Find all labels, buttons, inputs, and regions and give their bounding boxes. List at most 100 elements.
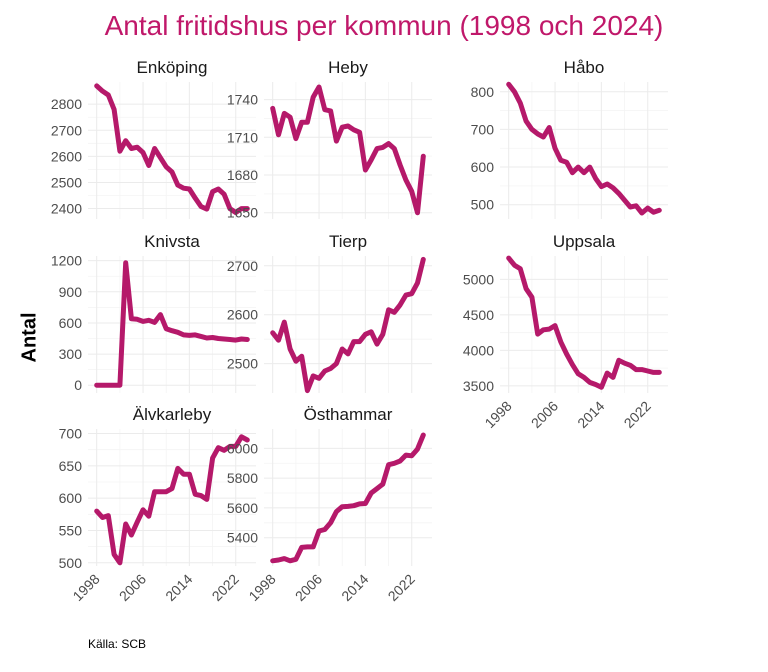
- series-line-uppsala: [506, 255, 662, 390]
- x-tick-label: 1998: [69, 571, 102, 604]
- data-point: [318, 86, 321, 89]
- data-point: [240, 338, 243, 341]
- y-tick-label: 700: [59, 426, 83, 442]
- data-point: [393, 462, 396, 465]
- data-point: [147, 164, 150, 167]
- panel-title: Håbo: [564, 58, 605, 77]
- data-point: [416, 281, 419, 284]
- data-point: [507, 83, 510, 86]
- data-point: [507, 257, 510, 260]
- data-point: [306, 545, 309, 548]
- data-point: [289, 116, 292, 119]
- y-tick-label: 2500: [51, 174, 82, 190]
- data-point: [404, 294, 407, 297]
- data-point: [519, 267, 522, 270]
- y-tick-label: 500: [59, 555, 83, 571]
- data-point: [341, 347, 344, 350]
- data-point: [165, 165, 168, 168]
- data-point: [358, 502, 361, 505]
- data-point: [277, 133, 280, 136]
- data-point: [335, 140, 338, 143]
- data-point: [130, 147, 133, 150]
- y-tick-label: 600: [471, 159, 495, 175]
- data-point: [271, 559, 274, 562]
- x-tick-label: 2014: [162, 571, 195, 604]
- data-point: [554, 324, 557, 327]
- data-point: [323, 108, 326, 111]
- data-point: [577, 166, 580, 169]
- data-point: [606, 372, 609, 375]
- data-point: [341, 126, 344, 129]
- data-point: [370, 158, 373, 161]
- data-point: [118, 150, 121, 153]
- data-point: [240, 435, 243, 438]
- data-point: [652, 371, 655, 374]
- y-tick-label: 2700: [51, 122, 82, 138]
- data-point: [205, 336, 208, 339]
- data-point: [294, 558, 297, 561]
- y-tick-label: 600: [59, 490, 83, 506]
- data-point: [588, 166, 591, 169]
- panel-tierp: 2500 2600 2700 Tierp: [227, 232, 432, 394]
- data-point: [399, 303, 402, 306]
- data-point: [571, 363, 574, 366]
- data-point: [329, 521, 332, 524]
- data-point: [318, 377, 321, 380]
- data-point: [594, 177, 597, 180]
- y-tick-label: 1680: [227, 167, 258, 183]
- y-tick-label: 650: [59, 458, 83, 474]
- data-point: [211, 336, 214, 339]
- y-tick-label: 2700: [227, 258, 258, 274]
- data-point: [101, 384, 104, 387]
- panel-title: Knivsta: [144, 232, 200, 251]
- data-point: [107, 384, 110, 387]
- y-tick-label: 1650: [227, 205, 258, 221]
- data-point: [283, 321, 286, 324]
- y-tick-label: 1710: [227, 129, 258, 145]
- y-tick-label: 800: [471, 84, 495, 100]
- data-point: [211, 457, 214, 460]
- panel-knivsta: 0 300 600 900 1200 Knivsta: [51, 232, 256, 393]
- data-point: [583, 376, 586, 379]
- data-point: [370, 492, 373, 495]
- data-point: [565, 161, 568, 164]
- data-point: [422, 258, 425, 261]
- series-line-enkoping: [94, 83, 250, 215]
- data-point: [277, 339, 280, 342]
- data-point: [147, 515, 150, 518]
- data-point: [107, 94, 110, 97]
- data-point: [617, 192, 620, 195]
- y-tick-label: 1740: [227, 92, 258, 108]
- panel-osthammar: 5400 5600 5800 6000 Östhammar 1998 2006 2014 202…: [227, 405, 432, 604]
- data-point: [188, 187, 191, 190]
- data-point: [600, 386, 603, 389]
- data-point: [364, 333, 367, 336]
- data-point: [588, 381, 591, 384]
- data-point: [194, 333, 197, 336]
- data-point: [289, 347, 292, 350]
- data-point: [199, 205, 202, 208]
- data-point: [387, 308, 390, 311]
- x-tick-label: 2006: [528, 398, 561, 431]
- data-point: [142, 508, 145, 511]
- data-point: [559, 159, 562, 162]
- data-point: [113, 553, 116, 556]
- data-point: [95, 384, 98, 387]
- data-point: [347, 352, 350, 355]
- panel-title: Tierp: [329, 232, 367, 251]
- y-tick-label: 900: [59, 284, 83, 300]
- source-caption: Källa: SCB: [88, 637, 147, 651]
- data-point: [416, 211, 419, 214]
- y-tick-label: 2500: [227, 356, 258, 372]
- data-point: [271, 107, 274, 110]
- data-point: [629, 205, 632, 208]
- panel-uppsala: 3500 4000 4500 5000 Uppsala 1998 2006 2014 2022: [463, 232, 668, 431]
- data-point: [182, 187, 185, 190]
- panel-title: Älvkarleby: [133, 405, 212, 424]
- data-point: [571, 171, 574, 174]
- data-point: [294, 360, 297, 363]
- y-tick-label: 500: [471, 197, 495, 213]
- data-point: [577, 372, 580, 375]
- x-tick-label: 2022: [385, 571, 418, 604]
- data-point: [399, 163, 402, 166]
